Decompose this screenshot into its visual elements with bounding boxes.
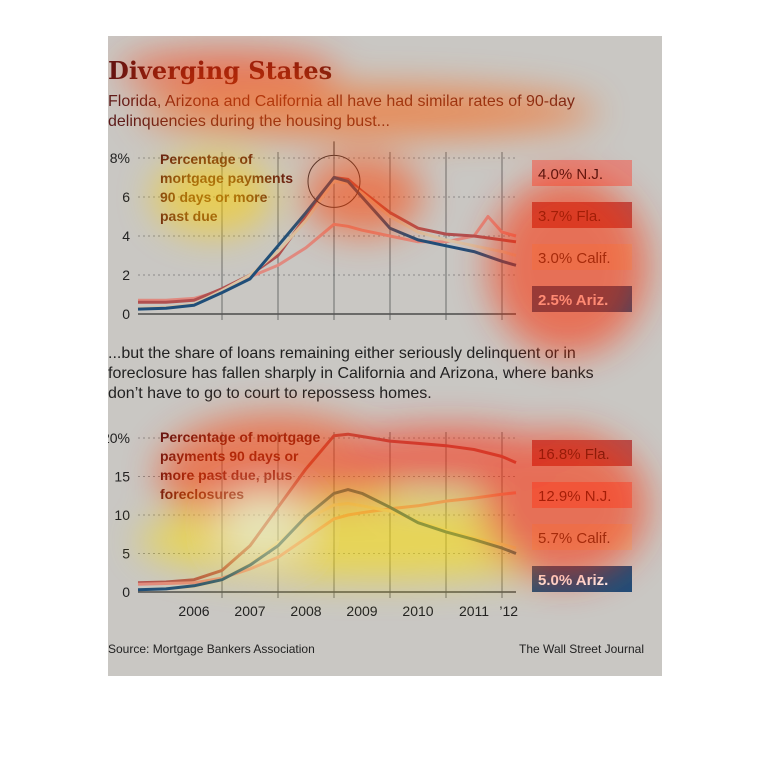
subtitle-bottom: ...but the share of loans remaining eith…: [108, 345, 594, 402]
chart-annotation: past due: [160, 208, 218, 224]
top-line-chart: 0 2 4 6 8% Percentage of mortgage payments 90 d…: [110, 141, 632, 322]
y-tick-label: 5: [122, 546, 130, 562]
x-tick-label: 2008: [290, 603, 321, 619]
legend-label: 3.0% Calif.: [538, 250, 611, 267]
series-line-nj: [137, 491, 517, 586]
bottom-line-chart: 0 5 10 15 20% Percentage of mortgage payments …: [108, 429, 632, 619]
legend-label: 4.0% N.J.: [538, 166, 603, 183]
publisher-credit: The Wall Street Journal: [519, 642, 644, 656]
legend-label: 16.8% Fla.: [538, 446, 610, 463]
y-tick-label: 0: [122, 306, 130, 322]
subtitle-top: Florida, Arizona and California all have…: [108, 93, 575, 130]
y-tick-label: 6: [122, 189, 130, 205]
chart-annotation: 90 days or more: [160, 189, 268, 205]
x-tick-label: 2007: [234, 603, 265, 619]
x-tick-label: 2010: [402, 603, 433, 619]
x-tick-label: 2009: [346, 603, 377, 619]
legend-label: 3.7% Fla.: [538, 208, 601, 225]
y-tick-label: 8%: [110, 150, 130, 166]
x-tick-label: 2011: [459, 603, 489, 619]
y-tick-label: 4: [122, 228, 130, 244]
legend-label: 12.9% N.J.: [538, 488, 611, 505]
chart-annotation: foreclosures: [160, 486, 244, 502]
legend-label: 2.5% Ariz.: [538, 292, 608, 309]
x-tick-label: 2006: [178, 603, 209, 619]
chart-card: Diverging States Florida, Arizona and Ca…: [108, 36, 662, 676]
y-tick-label: 2: [122, 267, 130, 283]
legend-label: 5.0% Ariz.: [538, 572, 608, 589]
chart-annotation: payments 90 days or: [160, 448, 299, 464]
chart-annotation: more past due, plus: [160, 467, 292, 483]
y-tick-label: 0: [122, 584, 130, 600]
y-tick-label: 10: [114, 507, 130, 523]
chart-annotation: mortgage payments: [160, 170, 293, 186]
x-tick-label: ’12: [499, 603, 518, 619]
source-note: Source: Mortgage Bankers Association: [108, 642, 315, 656]
chart-annotation: Percentage of mortgage: [160, 429, 320, 445]
legend-label: 5.7% Calif.: [538, 530, 611, 547]
chart-annotation: Percentage of: [160, 151, 253, 167]
series-line-nj: [138, 215, 517, 302]
chart-title: Diverging States: [108, 56, 333, 85]
y-tick-label: 20%: [108, 430, 130, 446]
series-line-calif: [137, 502, 517, 592]
series-line-ariz: [137, 488, 517, 592]
y-tick-label: 15: [114, 469, 130, 485]
